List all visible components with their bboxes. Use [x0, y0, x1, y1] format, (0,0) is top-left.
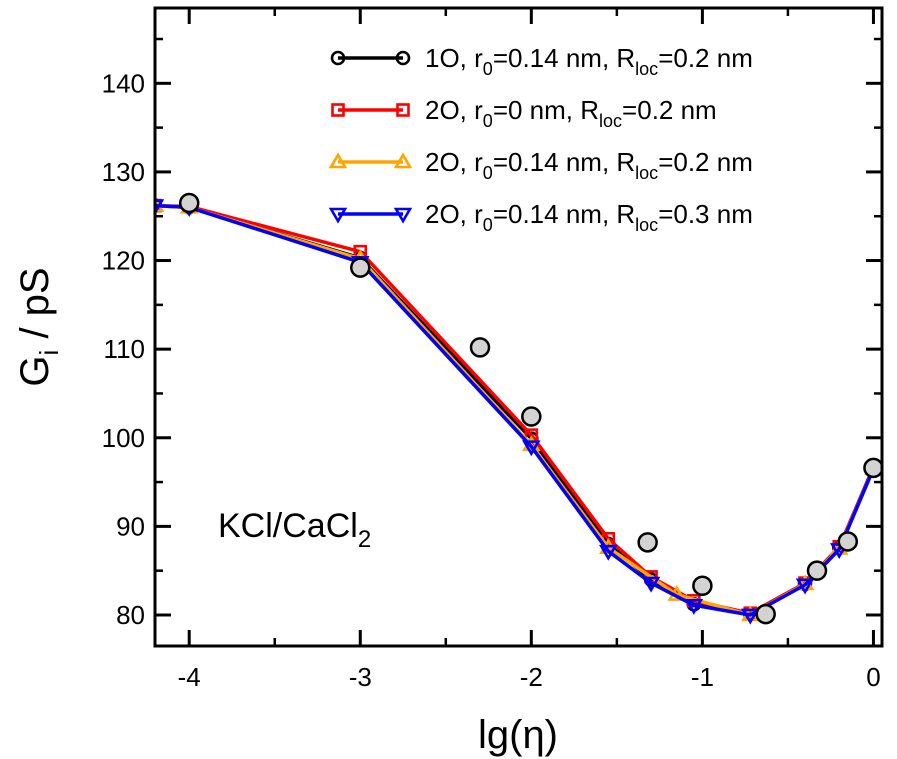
legend-label-part: 0 [483, 163, 493, 183]
series-4 [155, 199, 882, 625]
experimental-point [755, 603, 776, 625]
x-tick-label: -1 [691, 662, 714, 692]
plot-frame [153, 6, 884, 648]
experimental-points [178, 192, 882, 625]
legend-marker [393, 207, 413, 224]
legend-entry-3: 2O, r0=0.14 nm, Rloc=0.2 nm [328, 147, 753, 183]
plot-area [155, 192, 882, 625]
legend-entry-4: 2O, r0=0.14 nm, Rloc=0.3 nm [328, 199, 753, 235]
x-tick-label: -3 [349, 662, 372, 692]
series-3 [155, 196, 882, 622]
series-line [155, 203, 876, 617]
y-axis-title-unit: / pS [13, 267, 57, 349]
svg-text:Gi / pS: Gi / pS [13, 267, 64, 386]
legend-label-part: 0 [483, 59, 493, 79]
legend-entry-1: 1O, r0=0.14 nm, Rloc=0.2 nm [330, 43, 753, 79]
series-2 [155, 198, 881, 621]
y-axis-title: Gi / pS [13, 267, 64, 386]
series-line [155, 203, 876, 615]
legend-marker [330, 50, 346, 66]
series-point [641, 576, 661, 593]
y-axis-title-subscript: i [34, 350, 64, 356]
series-point [155, 199, 165, 216]
legend-label-part: 2O, r [425, 95, 483, 125]
annotation-subscript: 2 [358, 526, 371, 553]
experimental-point [469, 337, 491, 358]
series-point [741, 608, 760, 625]
experimental-point [637, 532, 658, 553]
legend-label-part: =0 nm, R [493, 95, 599, 125]
legend-label: 2O, r0=0.14 nm, Rloc=0.3 nm [425, 199, 753, 235]
legend-label-part: =0.3 nm [658, 199, 753, 229]
legend-entry-2: 2O, r0=0 nm, Rloc=0.2 nm [331, 95, 717, 131]
legend-label-part: loc [599, 111, 622, 131]
experimental-point [806, 560, 828, 581]
legend-label-part: 0 [483, 215, 493, 235]
x-tick-label: -2 [520, 662, 543, 692]
legend-label-part: loc [635, 163, 658, 183]
legend-marker [331, 103, 345, 117]
legend-label-part: 2O, r [425, 199, 483, 229]
legend-label-part: 2O, r [425, 147, 483, 177]
y-tick-label: 90 [116, 511, 145, 541]
y-tick-label: 80 [116, 600, 145, 630]
experimental-point [178, 192, 200, 214]
legend-label: 2O, r0=0.14 nm, Rloc=0.2 nm [425, 147, 753, 183]
experimental-point [863, 457, 882, 479]
y-tick-label: 100 [102, 423, 145, 453]
y-tick-label: 120 [102, 246, 145, 276]
x-axis-title: lg(η) [478, 713, 558, 757]
y-tick-label: 130 [102, 157, 145, 187]
experimental-point [692, 575, 713, 596]
series-point [599, 544, 618, 561]
series-point [795, 578, 815, 595]
chart-annotation: KCl/CaCl2 [218, 507, 371, 553]
y-tick-label: 140 [102, 68, 145, 98]
legend-marker [328, 207, 348, 224]
legend-marker [395, 50, 411, 66]
legend-label-part: loc [635, 59, 658, 79]
axis-ticks: -4 -3 -2 -1 0 80 90 100 110 120 130 140 [102, 8, 882, 692]
legend-label-part: 0 [483, 111, 493, 131]
x-tick-label: -4 [178, 662, 201, 692]
annotation-main: KCl/CaCl [218, 507, 358, 545]
legend-label: 2O, r0=0 nm, Rloc=0.2 nm [425, 95, 717, 131]
series-line [155, 203, 876, 616]
series-line [155, 203, 876, 617]
legend-marker [396, 103, 410, 117]
legend-label-part: =0.14 nm, R [493, 43, 635, 73]
x-tick-label: 0 [866, 662, 880, 692]
legend-marker [328, 152, 348, 169]
experimental-point [350, 257, 371, 278]
legend-label: 1O, r0=0.14 nm, Rloc=0.2 nm [425, 43, 753, 79]
legend-label-part: =0.2 nm [658, 43, 753, 73]
series-1 [155, 198, 881, 622]
legend-label-part: =0.2 nm [658, 147, 753, 177]
legend-label-part: 1O, r [425, 43, 483, 73]
legend-label-part: =0.14 nm, R [493, 147, 635, 177]
y-tick-label: 110 [104, 334, 145, 364]
series-point [684, 598, 704, 615]
y-axis-title-main: G [13, 355, 57, 386]
experimental-point [837, 531, 859, 552]
series-point [522, 440, 541, 457]
experimental-point [521, 406, 542, 427]
legend-label-part: loc [635, 215, 658, 235]
legend-label-part: =0.2 nm [622, 95, 717, 125]
legend-marker [393, 152, 413, 169]
legend-label-part: =0.14 nm, R [493, 199, 635, 229]
